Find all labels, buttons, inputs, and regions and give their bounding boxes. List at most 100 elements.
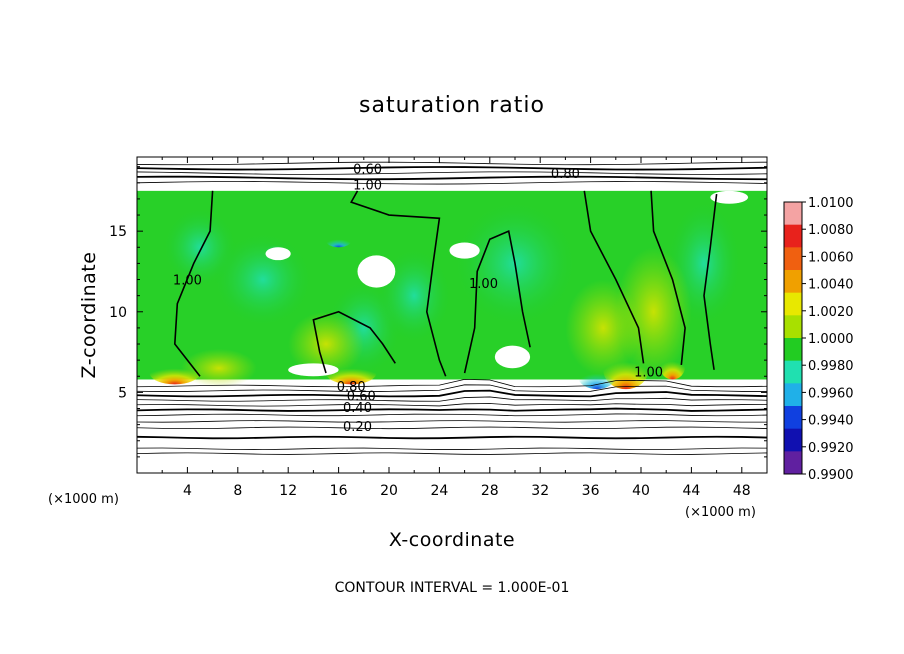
contour-label: 0.20 xyxy=(343,420,372,435)
cold-patch xyxy=(326,234,352,248)
clear-patch xyxy=(710,190,749,204)
clear-patch xyxy=(288,363,339,377)
contour-label: 0.80 xyxy=(337,380,366,395)
contour-line-upper xyxy=(137,181,767,185)
cold-patch xyxy=(578,363,616,390)
x-axis-label: X-coordinate xyxy=(389,529,515,551)
colorbar-label: 1.0020 xyxy=(808,305,854,320)
x-tick-label: 28 xyxy=(481,483,499,499)
contour-line-1.00 xyxy=(650,190,686,366)
warm-patch xyxy=(288,311,364,377)
contour-label: 1.00 xyxy=(634,365,663,380)
colorbar-segment xyxy=(784,202,802,226)
colorbar-segment xyxy=(784,451,802,475)
colorbar-segment xyxy=(784,383,802,407)
y-tick-label: 15 xyxy=(109,224,127,240)
contour-line-1.00 xyxy=(703,193,718,370)
contour-line-lower xyxy=(137,384,767,392)
contour-line-lower xyxy=(137,378,767,388)
x-tick-label: 24 xyxy=(430,483,448,499)
cool-patch xyxy=(212,231,314,328)
contour-lines xyxy=(137,161,767,455)
contour-line-upper xyxy=(137,171,767,175)
y-axis-label: Z-coordinate xyxy=(78,252,100,379)
contour-label: 0.40 xyxy=(343,401,372,416)
plot-area xyxy=(137,161,767,455)
x-unit-label-left: (×1000 m) xyxy=(48,492,119,507)
colorbar-label: 1.0000 xyxy=(808,332,854,347)
x-tick-label: 12 xyxy=(279,483,297,499)
contour-line-lower xyxy=(137,420,767,423)
contour-line-upper xyxy=(137,161,767,166)
colorbar-label: 1.0040 xyxy=(808,278,854,293)
colorbar-label: 0.9980 xyxy=(808,359,854,374)
colorbar-segment xyxy=(784,315,802,339)
hot-patch xyxy=(149,361,200,385)
colorbar-label: 0.9940 xyxy=(808,414,854,429)
colorbar-segment xyxy=(784,428,802,452)
clear-patch xyxy=(357,255,396,288)
x-axis: 4 8 12 16 20 24 28 32 36 40 44 48 xyxy=(161,157,751,499)
cool-patch xyxy=(376,247,453,345)
colorbar-label: 1.0100 xyxy=(808,196,854,211)
contour-line-1.00 xyxy=(350,190,447,377)
x-tick-label: 20 xyxy=(380,483,398,499)
contour-label: 0.80 xyxy=(551,167,580,182)
hot-patch xyxy=(326,361,377,385)
colorbar-segment xyxy=(784,224,802,248)
colorbar-label: 1.0060 xyxy=(808,250,854,265)
contour-line-upper xyxy=(137,175,767,181)
x-tick-label: 44 xyxy=(682,483,700,499)
contour-line-lower xyxy=(137,452,767,455)
contour-line-lower xyxy=(137,389,767,398)
contour-line-upper xyxy=(137,166,767,171)
x-unit-label-right: (×1000 m) xyxy=(685,505,756,520)
colorbar-segment xyxy=(784,406,802,430)
x-tick-label: 36 xyxy=(582,483,600,499)
contour-label: 0.60 xyxy=(353,162,382,177)
contour-line-lower xyxy=(137,407,767,412)
contour-label: 0.60 xyxy=(347,390,376,405)
contour-line-lower xyxy=(137,413,767,417)
x-tick-label: 32 xyxy=(531,483,549,499)
colorbar-segment xyxy=(784,270,802,294)
y-tick-label: 10 xyxy=(109,305,127,321)
x-tick-label: 40 xyxy=(632,483,650,499)
clear-patch xyxy=(265,247,291,261)
y-tick-label: 5 xyxy=(118,385,127,401)
colorbar-segment xyxy=(784,360,802,384)
y-axis: 5 10 15 xyxy=(109,166,767,458)
plot-frame xyxy=(136,156,768,474)
warm-patch xyxy=(181,348,257,388)
contour-line-1.00 xyxy=(463,230,531,374)
contour-line-lower xyxy=(137,426,767,430)
colorbar-label: 0.9920 xyxy=(808,441,854,456)
colorbar-segment xyxy=(784,338,802,362)
contour-line-lower xyxy=(137,447,767,450)
hot-patch xyxy=(659,353,686,380)
contour-line-lower xyxy=(137,403,767,407)
colorbar-label: 0.9900 xyxy=(808,468,854,483)
contour-line-1.00 xyxy=(312,310,396,374)
contour-labels: 0.601.000.801.00 1.001.000.800.600.400.20 xyxy=(173,162,663,435)
contour-label: 1.00 xyxy=(353,178,382,193)
contour-line-1.00 xyxy=(173,190,214,377)
contour-line-lower xyxy=(137,435,767,440)
contour-label: 1.00 xyxy=(469,277,498,292)
chart-title: saturation ratio xyxy=(359,93,545,118)
colorbar-label: 1.0080 xyxy=(808,223,854,238)
contour-interval-note: CONTOUR INTERVAL = 1.000E-01 xyxy=(335,580,570,596)
x-tick-label: 8 xyxy=(233,483,242,499)
x-tick-label: 4 xyxy=(183,483,192,499)
contour-label: 1.00 xyxy=(173,274,202,289)
colorbar-segment xyxy=(784,247,802,271)
colorbar: 1.0100 1.0080 1.0060 1.0040 1.0020 1.0000 0.99… xyxy=(783,196,854,483)
contour-line-lower xyxy=(137,396,767,402)
cloud-variation-layer xyxy=(149,190,749,390)
colorbar-segment xyxy=(784,292,802,316)
x-tick-label: 48 xyxy=(733,483,751,499)
x-tick-label: 16 xyxy=(330,483,348,499)
contour-line-1.00 xyxy=(583,190,645,364)
clear-patch xyxy=(494,345,531,369)
